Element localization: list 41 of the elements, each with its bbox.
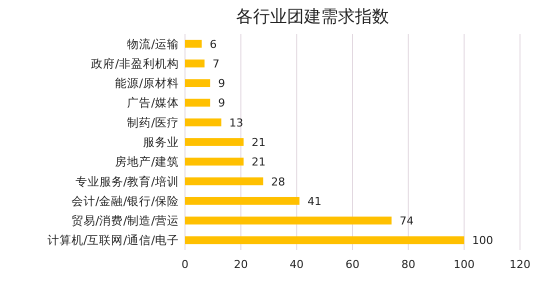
- y-tick-label: 会计/金融/银行/保险: [71, 194, 179, 208]
- bar: [185, 40, 202, 48]
- data-label: 21: [252, 136, 266, 149]
- x-tick-label: 40: [290, 258, 304, 271]
- y-tick-label: 计算机/互联网/通信/电子: [47, 233, 179, 248]
- y-tick-label: 物流/运输: [127, 36, 179, 51]
- y-tick-label: 广告/媒体: [127, 96, 179, 110]
- chart-title: 各行业团建需求指数: [236, 7, 389, 27]
- bar: [185, 138, 244, 146]
- data-label: 7: [212, 57, 220, 70]
- bar: [185, 216, 392, 224]
- x-tick-label: 120: [510, 258, 530, 271]
- data-label: 41: [307, 194, 322, 208]
- y-tick-label: 能源/原材料: [115, 76, 179, 90]
- data-label: 13: [229, 116, 244, 130]
- y-tick-label: 服务业: [143, 135, 179, 149]
- bar: [185, 236, 464, 244]
- data-label: 9: [218, 96, 226, 110]
- data-label: 6: [210, 38, 217, 51]
- y-tick-label: 专业服务/教育/培训: [75, 174, 179, 188]
- bar: [185, 196, 300, 205]
- data-label: 100: [472, 234, 494, 248]
- x-tick-label: 20: [234, 258, 248, 271]
- data-label: 9: [218, 77, 226, 90]
- bar: [185, 177, 264, 186]
- y-tick-label: 贸易/消费/制造/营运: [71, 214, 179, 228]
- data-label: 74: [400, 214, 414, 228]
- x-tick-label: 100: [454, 258, 475, 271]
- bar: [185, 98, 210, 107]
- y-tick-label: 房地产/建筑: [115, 154, 179, 169]
- bar: [185, 118, 222, 126]
- x-tick-label: 0: [182, 258, 188, 271]
- bar: [185, 158, 244, 166]
- data-label: 21: [252, 156, 266, 169]
- bar: [185, 79, 210, 88]
- x-tick-label: 60: [346, 258, 360, 271]
- y-tick-label: 制药/医疗: [127, 115, 179, 130]
- y-tick-label: 政府/非盈利机构: [91, 56, 179, 70]
- data-label: 28: [271, 175, 286, 188]
- x-tick-label: 80: [401, 258, 416, 271]
- bar: [185, 60, 205, 68]
